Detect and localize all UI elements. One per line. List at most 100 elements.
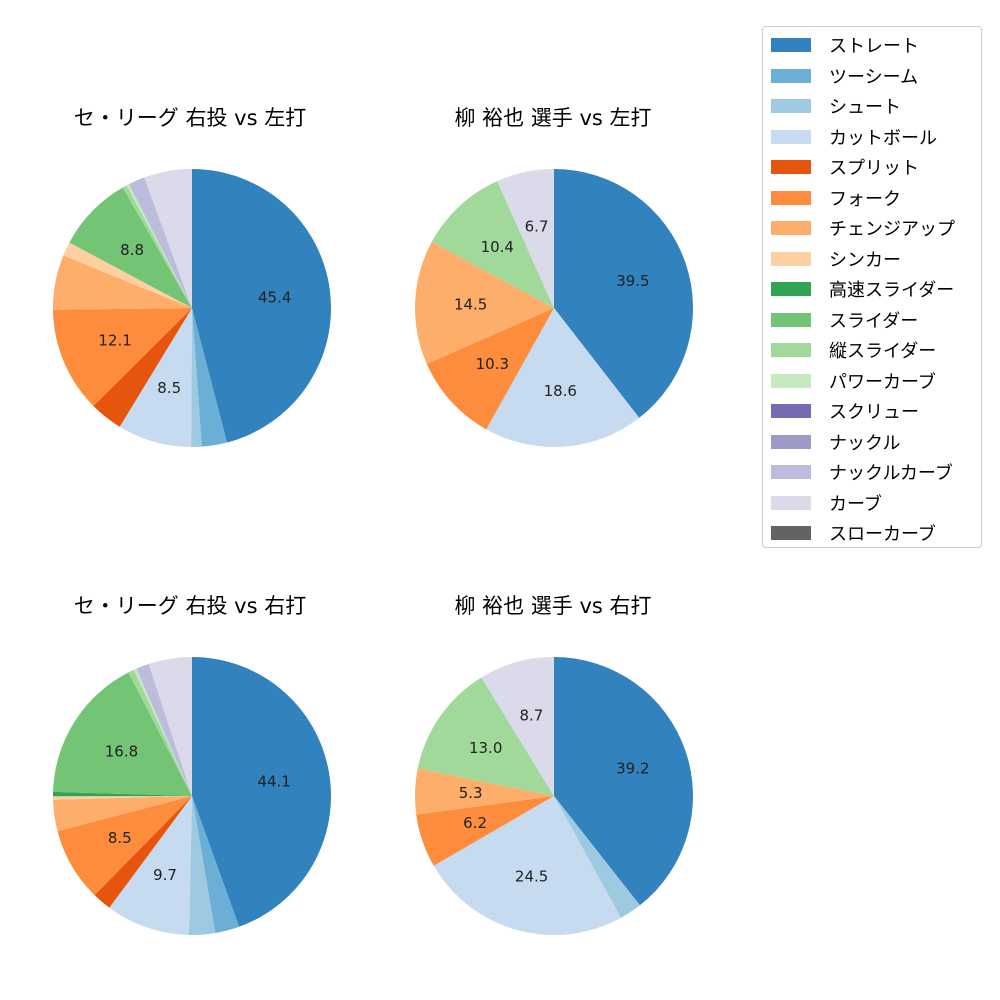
- chart-title-pitcher-vs-right: 柳 裕也 選手 vs 右打: [454, 594, 652, 618]
- slice-label: 45.4: [258, 288, 291, 306]
- pie-slice: [53, 796, 192, 832]
- pie-slice: [481, 657, 554, 796]
- legend-swatch: [771, 99, 811, 114]
- pie-slice: [191, 308, 202, 447]
- legend-item: カーブ: [771, 488, 981, 519]
- slice-label: 9.7: [153, 866, 177, 884]
- legend-label: スライダー: [829, 310, 919, 332]
- slice-label: 16.8: [105, 743, 138, 761]
- legend-label: スローカーブ: [829, 524, 936, 546]
- legend-swatch: [771, 282, 811, 297]
- pie-slice: [126, 184, 192, 308]
- legend-item: ナックルカーブ: [771, 457, 981, 488]
- slice-label: 8.8: [120, 241, 144, 259]
- legend-item: ツーシーム: [771, 61, 981, 92]
- legend-item: チェンジアップ: [771, 213, 981, 244]
- pie-slice: [417, 677, 554, 796]
- pie-slice: [144, 169, 192, 308]
- pie-slice: [119, 308, 192, 447]
- pie-chart-league-vs-right: 44.1 9.7 8.5 16.8: [53, 657, 332, 935]
- legend-swatch: [771, 68, 811, 83]
- slice-label: 8.5: [157, 379, 181, 397]
- pie-slice: [122, 185, 192, 308]
- pie-slice: [53, 672, 192, 796]
- legend-label: カットボール: [829, 127, 937, 149]
- legend-swatch: [771, 160, 811, 175]
- slice-label: 5.3: [459, 784, 483, 802]
- legend: ストレートツーシームシュートカットボール スプリットフォークチェンジアップシンカー…: [762, 26, 982, 548]
- slice-label: 18.6: [544, 382, 577, 400]
- legend-label: スプリット: [829, 158, 919, 180]
- legend-swatch: [771, 251, 811, 266]
- pie-slice: [554, 657, 693, 906]
- pie-slice: [133, 668, 192, 796]
- pie-slice: [148, 657, 192, 796]
- legend-label: カーブ: [829, 493, 882, 515]
- legend-label: ナックルカーブ: [829, 463, 953, 485]
- pie-slice: [486, 308, 640, 447]
- legend-item: ストレート: [771, 30, 981, 61]
- pie-chart-pitcher-vs-right: 39.2 24.5 6.2 5.3 13.0 8.7: [415, 657, 693, 935]
- chart-title-league-vs-right: セ・リーグ 右投 vs 右打: [73, 594, 307, 618]
- slice-label: 12.1: [98, 331, 131, 349]
- pie-slice: [192, 657, 332, 927]
- legend-label: スクリュー: [829, 402, 919, 424]
- pie-slice: [192, 308, 227, 447]
- legend-label: シンカー: [829, 249, 901, 271]
- slice-label: 14.5: [454, 296, 487, 314]
- legend-label: ストレート: [829, 36, 919, 58]
- chart-title-league-vs-left: セ・リーグ 右投 vs 左打: [73, 106, 307, 130]
- legend-item: スクリュー: [771, 396, 981, 427]
- legend-label: パワーカーブ: [829, 371, 936, 393]
- pie-slice: [53, 308, 192, 406]
- pie-slice: [53, 791, 192, 797]
- pie-chart-league-vs-left: 45.4 8.5 12.1 8.8: [53, 169, 332, 447]
- pie-slice: [554, 169, 693, 418]
- pie-slice: [69, 187, 192, 308]
- pie-slice: [188, 796, 216, 935]
- legend-swatch: [771, 434, 811, 449]
- pie-slice: [431, 181, 554, 308]
- legend-label: シュート: [829, 97, 901, 119]
- legend-item: ナックル: [771, 427, 981, 458]
- pie-slice: [53, 796, 192, 800]
- pie-slice: [93, 308, 192, 427]
- legend-item: 高速スライダー: [771, 274, 981, 305]
- pie-slice: [63, 242, 193, 308]
- pie-slice: [554, 796, 640, 918]
- legend-label: フォーク: [829, 188, 901, 210]
- legend-swatch: [771, 343, 811, 358]
- legend-item: シンカー: [771, 244, 981, 275]
- legend-swatch: [771, 526, 811, 541]
- legend-label: ナックル: [829, 432, 901, 454]
- legend-label: 縦スライダー: [829, 341, 937, 363]
- pie-slice: [57, 796, 192, 896]
- pie-slice: [415, 241, 554, 365]
- legend-label: 高速スライダー: [829, 280, 955, 302]
- pie-slice: [497, 169, 554, 308]
- slice-label: 39.5: [616, 272, 649, 290]
- slice-label: 10.4: [481, 238, 514, 256]
- legend-swatch: [771, 312, 811, 327]
- slice-label: 24.5: [515, 867, 548, 885]
- pie-slice: [109, 796, 192, 935]
- pie-slice: [53, 255, 192, 310]
- slice-label: 39.2: [616, 760, 649, 778]
- slice-label: 6.2: [463, 814, 487, 832]
- legend-item: 縦スライダー: [771, 335, 981, 366]
- chart-title-pitcher-vs-left: 柳 裕也 選手 vs 左打: [454, 106, 652, 130]
- legend-label: ツーシーム: [829, 66, 919, 88]
- legend-item: スライダー: [771, 305, 981, 336]
- slice-label: 6.7: [525, 217, 549, 235]
- legend-item: カットボール: [771, 122, 981, 153]
- legend-item: スローカーブ: [771, 518, 981, 549]
- pie-slice: [136, 663, 192, 796]
- legend-swatch: [771, 404, 811, 419]
- slice-label: 13.0: [469, 739, 502, 757]
- slice-label: 10.3: [476, 355, 509, 373]
- pie-slice: [426, 308, 554, 430]
- legend-swatch: [771, 465, 811, 480]
- legend-item: シュート: [771, 91, 981, 122]
- pie-slice: [128, 177, 192, 308]
- pie-chart-pitcher-vs-left: 39.5 18.6 10.3 14.5 10.4 6.7: [415, 169, 693, 447]
